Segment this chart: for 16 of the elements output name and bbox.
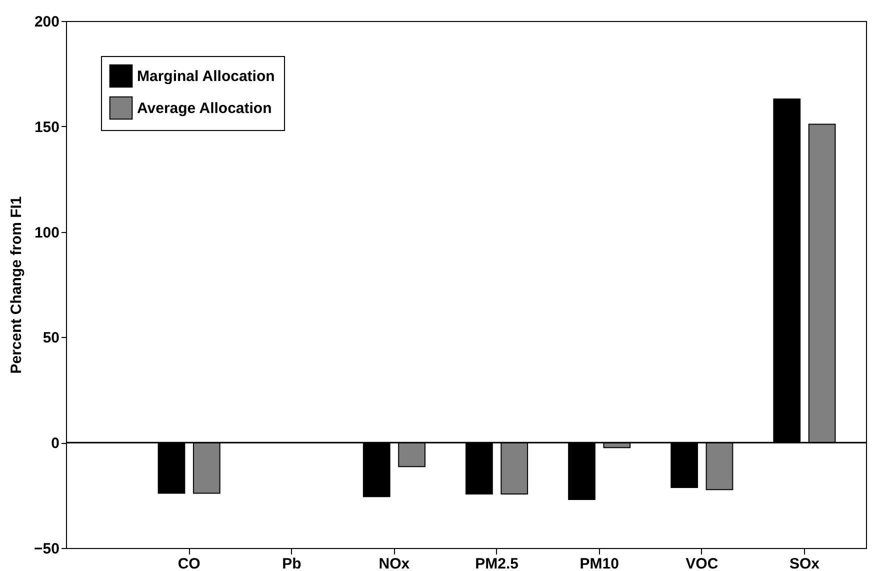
x-tick-label: CO [178, 556, 201, 571]
y-tick-label: −50 [34, 540, 60, 558]
y-tick-label: 50 [42, 330, 60, 347]
x-tick-label: VOC [686, 556, 718, 571]
y-axis-title: Percent Change from FI1 [8, 196, 26, 374]
y-tick-label: 200 [34, 14, 60, 30]
legend-label: Average Allocation [137, 100, 272, 117]
x-tick-label: SOx [789, 556, 820, 571]
y-tick-label: 100 [34, 224, 60, 242]
x-tick-label: Pb [282, 556, 302, 571]
x-tick-label: PM10 [580, 556, 619, 571]
y-tick-label: 150 [34, 118, 60, 136]
x-tick-label: PM2.5 [475, 556, 518, 571]
x-tick-label: NOx [378, 556, 410, 571]
y-tick-label: 0 [51, 435, 60, 452]
legend-label: Marginal Allocation [137, 68, 275, 85]
